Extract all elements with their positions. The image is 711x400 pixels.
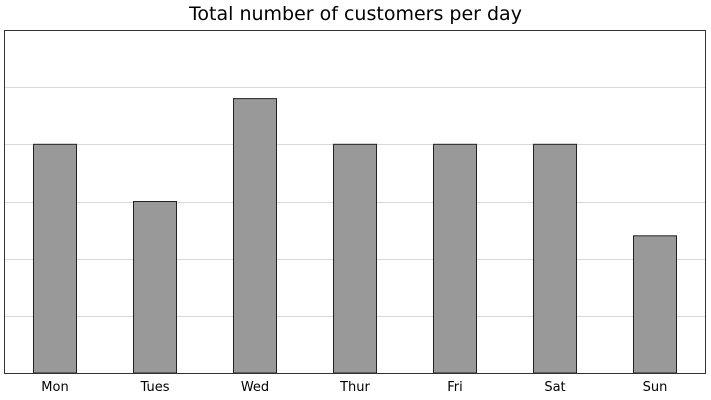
- x-tick-label-tues: Tues: [140, 380, 170, 395]
- bar-fri: [433, 143, 477, 374]
- bar-tues: [133, 201, 177, 374]
- bar-sun: [633, 235, 677, 374]
- bar-wed: [233, 98, 277, 374]
- chart-title: Total number of customers per day: [189, 3, 522, 25]
- x-tick-label-sat: Sat: [544, 380, 565, 395]
- plot-frame: [4, 30, 706, 374]
- x-tick-labels: Mon Tues Wed Thur Fri Sat Sun: [41, 380, 667, 395]
- bar-thur: [333, 143, 377, 374]
- x-tick-label-sun: Sun: [643, 380, 668, 395]
- x-tick-label-fri: Fri: [447, 380, 463, 395]
- x-tick-label-wed: Wed: [241, 380, 269, 395]
- bar-mon: [33, 143, 77, 374]
- bar-sat: [533, 143, 577, 374]
- x-tick-label-thur: Thur: [339, 380, 370, 395]
- x-tick-label-mon: Mon: [41, 380, 68, 395]
- bars: [33, 98, 677, 374]
